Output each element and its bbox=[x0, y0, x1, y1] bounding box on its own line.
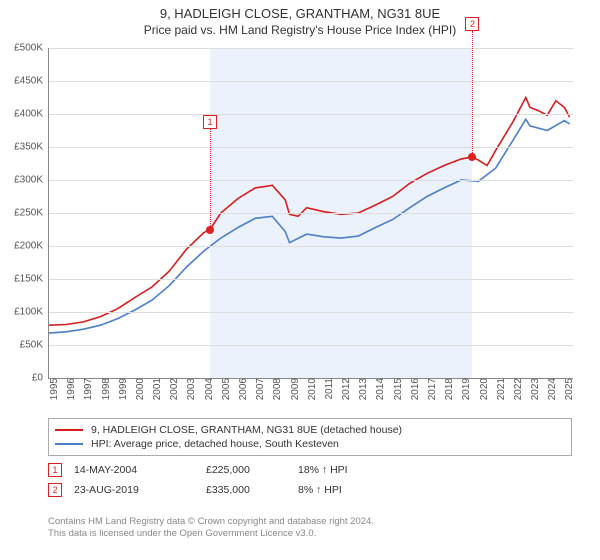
y-axis-label: £300K bbox=[0, 175, 43, 186]
gridline bbox=[49, 246, 573, 247]
x-axis-label: 2002 bbox=[166, 378, 180, 400]
gridline bbox=[49, 81, 573, 82]
legend-item: 9, HADLEIGH CLOSE, GRANTHAM, NG31 8UE (d… bbox=[55, 423, 565, 437]
gridline bbox=[49, 213, 573, 214]
page-title: 9, HADLEIGH CLOSE, GRANTHAM, NG31 8UE bbox=[0, 0, 600, 21]
x-axis-label: 2008 bbox=[269, 378, 283, 400]
y-axis-label: £350K bbox=[0, 142, 43, 153]
x-axis-label: 2004 bbox=[201, 378, 215, 400]
transaction-marker-label: 1 bbox=[203, 115, 217, 129]
x-axis-label: 2009 bbox=[287, 378, 301, 400]
gridline bbox=[49, 114, 573, 115]
x-axis-label: 2022 bbox=[510, 378, 524, 400]
x-axis-label: 2016 bbox=[407, 378, 421, 400]
credits-line-2: This data is licensed under the Open Gov… bbox=[48, 528, 572, 540]
series-property bbox=[49, 98, 570, 326]
y-axis-label: £100K bbox=[0, 307, 43, 318]
transaction-marker-line bbox=[210, 129, 211, 230]
y-axis-label: £400K bbox=[0, 109, 43, 120]
transaction-row: 2 23-AUG-2019 £335,000 8% ↑ HPI bbox=[48, 480, 572, 500]
legend-swatch bbox=[55, 429, 83, 431]
series-hpi bbox=[49, 119, 570, 333]
legend-item: HPI: Average price, detached house, Sout… bbox=[55, 437, 565, 451]
x-axis-label: 2015 bbox=[390, 378, 404, 400]
x-axis-label: 2001 bbox=[149, 378, 163, 400]
x-axis-label: 2017 bbox=[424, 378, 438, 400]
x-axis-label: 2024 bbox=[544, 378, 558, 400]
x-axis-label: 2014 bbox=[372, 378, 386, 400]
x-axis-label: 2010 bbox=[304, 378, 318, 400]
data-credits: Contains HM Land Registry data © Crown c… bbox=[48, 516, 572, 541]
gridline bbox=[49, 48, 573, 49]
gridline bbox=[49, 147, 573, 148]
transaction-price: £225,000 bbox=[206, 464, 286, 476]
x-axis-label: 2011 bbox=[321, 378, 335, 400]
x-axis-label: 2018 bbox=[441, 378, 455, 400]
x-axis-label: 2025 bbox=[561, 378, 575, 400]
transaction-date: 14-MAY-2004 bbox=[74, 464, 194, 476]
x-axis-label: 1995 bbox=[46, 378, 60, 400]
y-axis-label: £450K bbox=[0, 76, 43, 87]
transaction-delta: 8% ↑ HPI bbox=[298, 484, 398, 496]
chart-legend: 9, HADLEIGH CLOSE, GRANTHAM, NG31 8UE (d… bbox=[48, 418, 572, 456]
transactions-table: 1 14-MAY-2004 £225,000 18% ↑ HPI 2 23-AUG-201… bbox=[48, 460, 572, 500]
transaction-row: 1 14-MAY-2004 £225,000 18% ↑ HPI bbox=[48, 460, 572, 480]
x-axis-label: 2019 bbox=[458, 378, 472, 400]
legend-swatch bbox=[55, 443, 83, 445]
gridline bbox=[49, 180, 573, 181]
transaction-marker-label: 2 bbox=[465, 17, 479, 31]
x-axis-label: 1999 bbox=[115, 378, 129, 400]
credits-line-1: Contains HM Land Registry data © Crown c… bbox=[48, 516, 572, 528]
x-axis-label: 2013 bbox=[355, 378, 369, 400]
x-axis-label: 1998 bbox=[98, 378, 112, 400]
x-axis-label: 2000 bbox=[132, 378, 146, 400]
x-axis-label: 2006 bbox=[235, 378, 249, 400]
gridline bbox=[49, 345, 573, 346]
y-axis-label: £50K bbox=[0, 340, 43, 351]
x-axis-label: 2005 bbox=[218, 378, 232, 400]
x-axis-label: 2003 bbox=[183, 378, 197, 400]
gridline bbox=[49, 279, 573, 280]
transaction-delta: 18% ↑ HPI bbox=[298, 464, 398, 476]
y-axis-label: £150K bbox=[0, 274, 43, 285]
gridline bbox=[49, 312, 573, 313]
price-chart: £0£50K£100K£150K£200K£250K£300K£350K£400… bbox=[48, 48, 573, 379]
page-subtitle: Price paid vs. HM Land Registry's House … bbox=[0, 21, 600, 37]
transaction-index: 2 bbox=[48, 483, 62, 497]
transaction-date: 23-AUG-2019 bbox=[74, 484, 194, 496]
legend-label: HPI: Average price, detached house, Sout… bbox=[91, 438, 339, 450]
transaction-price: £335,000 bbox=[206, 484, 286, 496]
x-axis-label: 2023 bbox=[527, 378, 541, 400]
x-axis-label: 2012 bbox=[338, 378, 352, 400]
x-axis-label: 2021 bbox=[493, 378, 507, 400]
legend-label: 9, HADLEIGH CLOSE, GRANTHAM, NG31 8UE (d… bbox=[91, 424, 402, 436]
x-axis-label: 1996 bbox=[63, 378, 77, 400]
y-axis-label: £200K bbox=[0, 241, 43, 252]
y-axis-label: £500K bbox=[0, 43, 43, 54]
y-axis-label: £0 bbox=[0, 373, 43, 384]
x-axis-label: 2020 bbox=[476, 378, 490, 400]
x-axis-label: 1997 bbox=[80, 378, 94, 400]
y-axis-label: £250K bbox=[0, 208, 43, 219]
transaction-index: 1 bbox=[48, 463, 62, 477]
x-axis-label: 2007 bbox=[252, 378, 266, 400]
transaction-marker-line bbox=[472, 31, 473, 157]
